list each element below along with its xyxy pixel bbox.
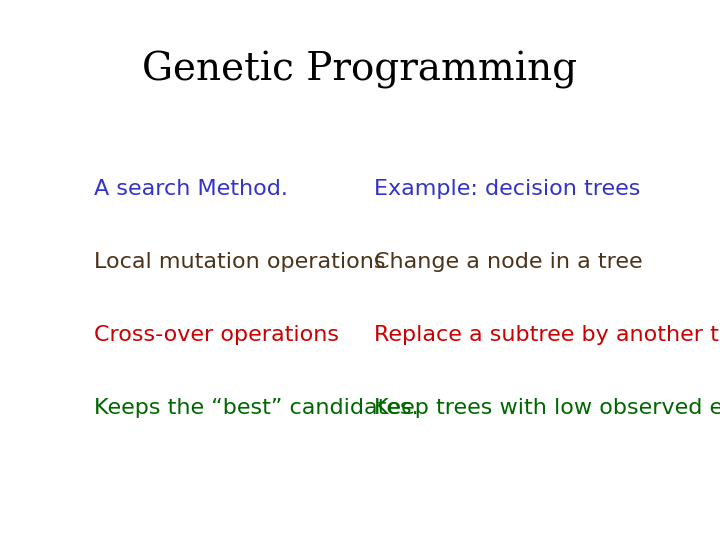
Text: Replace a subtree by another tree: Replace a subtree by another tree	[374, 325, 720, 345]
Text: Local mutation operations: Local mutation operations	[94, 252, 385, 272]
Text: Cross-over operations: Cross-over operations	[94, 325, 338, 345]
Text: Keeps the “best” candidates.: Keeps the “best” candidates.	[94, 397, 418, 418]
Text: A search Method.: A search Method.	[94, 179, 287, 199]
Text: Example: decision trees: Example: decision trees	[374, 179, 641, 199]
Text: Keep trees with low observed erro: Keep trees with low observed erro	[374, 397, 720, 418]
Text: Change a node in a tree: Change a node in a tree	[374, 252, 643, 272]
Text: Genetic Programming: Genetic Programming	[143, 51, 577, 89]
